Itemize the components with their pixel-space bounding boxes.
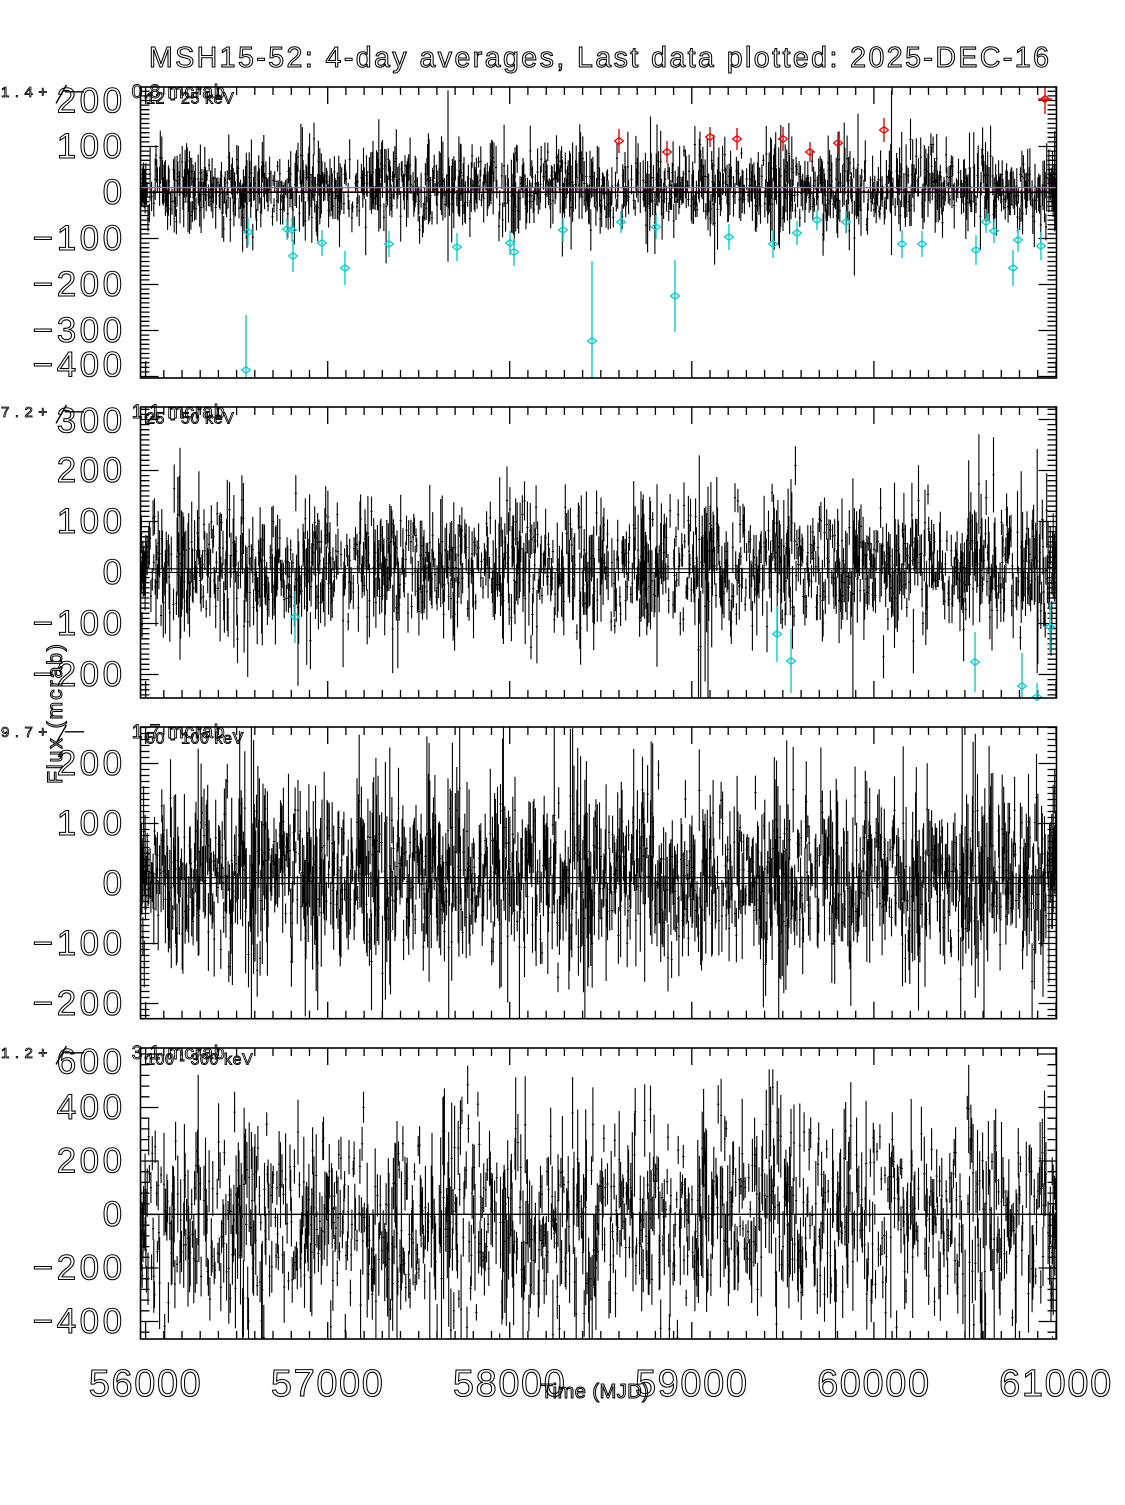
svg-text:0: 0 xyxy=(103,864,126,903)
svg-text:50 - 100 keV: 50 - 100 keV xyxy=(146,731,244,748)
svg-text:200: 200 xyxy=(57,451,126,490)
svg-text:200: 200 xyxy=(57,744,126,783)
svg-text:300: 300 xyxy=(57,402,126,441)
svg-text:56000: 56000 xyxy=(89,1363,203,1405)
svg-text:100 - 300 keV: 100 - 300 keV xyxy=(146,1052,253,1069)
svg-text:−200: −200 xyxy=(33,984,126,1023)
svg-text:600: 600 xyxy=(57,1043,126,1082)
svg-text:25 - 50 keV: 25 - 50 keV xyxy=(146,411,234,428)
svg-text:400: 400 xyxy=(57,1088,126,1127)
svg-text:200: 200 xyxy=(57,82,126,121)
svg-text:0: 0 xyxy=(103,1195,126,1234)
svg-text:100: 100 xyxy=(57,127,126,166)
svg-text:61000: 61000 xyxy=(999,1363,1113,1405)
svg-text:−200: −200 xyxy=(33,1249,126,1288)
svg-text:Flux (mcrab): Flux (mcrab) xyxy=(44,642,67,784)
svg-text:−100: −100 xyxy=(33,219,126,258)
svg-text:Time (MJD): Time (MJD) xyxy=(541,1381,650,1403)
svg-text:−200: −200 xyxy=(33,655,126,694)
svg-text:59000: 59000 xyxy=(635,1363,749,1405)
svg-text:0: 0 xyxy=(103,553,126,592)
svg-text:1.2+: 1.2+ xyxy=(1,1045,53,1062)
svg-text:200: 200 xyxy=(57,1142,126,1181)
svg-text:58000: 58000 xyxy=(453,1363,567,1405)
svg-text:100: 100 xyxy=(57,502,126,541)
svg-text:7.2+: 7.2+ xyxy=(1,404,53,421)
svg-text:100: 100 xyxy=(57,804,126,843)
svg-text:−100: −100 xyxy=(33,604,126,643)
svg-text:−200: −200 xyxy=(33,265,126,304)
svg-text:−400: −400 xyxy=(33,346,126,385)
svg-text:−100: −100 xyxy=(33,924,126,963)
svg-text:60000: 60000 xyxy=(817,1363,931,1405)
svg-text:MSH15-52: 4-day averages, La: MSH15-52: 4-day averages, Last data plot… xyxy=(149,42,1051,74)
svg-text:1.4+: 1.4+ xyxy=(1,84,53,101)
svg-text:−400: −400 xyxy=(33,1302,126,1341)
svg-text:0: 0 xyxy=(103,173,126,212)
svg-text:9.7+: 9.7+ xyxy=(1,724,53,741)
svg-text:57000: 57000 xyxy=(271,1363,385,1405)
svg-text:−300: −300 xyxy=(33,311,126,350)
svg-text:12 - 25 keV: 12 - 25 keV xyxy=(146,91,234,108)
